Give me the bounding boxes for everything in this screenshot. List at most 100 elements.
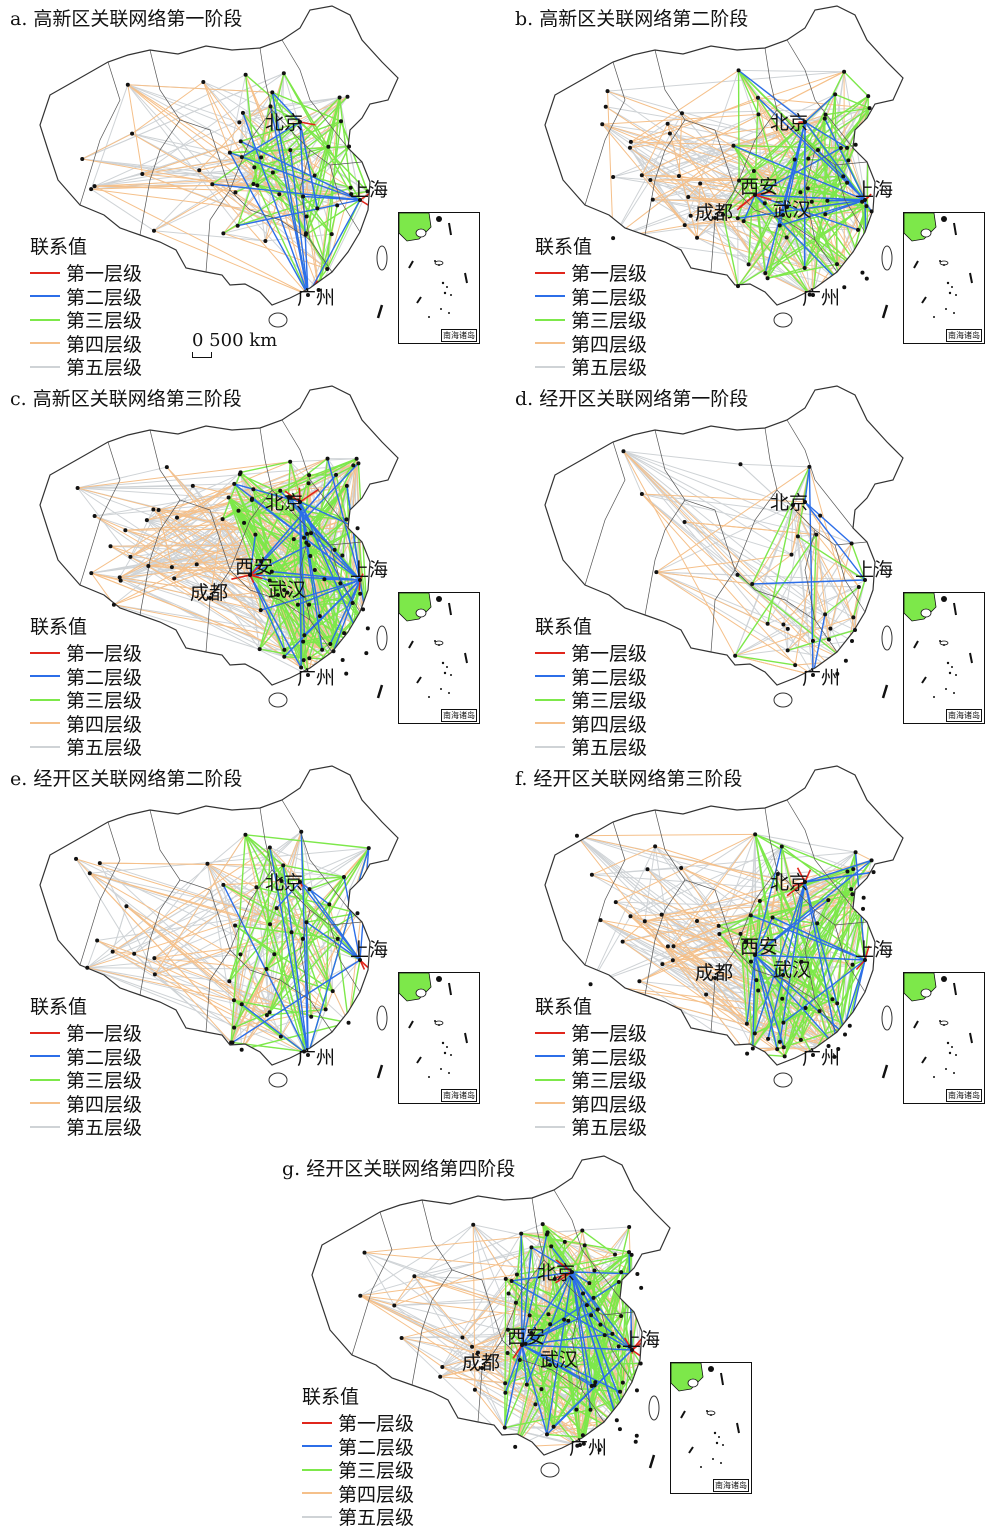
city-node bbox=[639, 1361, 643, 1365]
city-node bbox=[239, 139, 243, 143]
city-node bbox=[835, 1001, 839, 1005]
city-node bbox=[627, 1225, 631, 1229]
legend-item: 第三层级 bbox=[30, 688, 142, 712]
city-node bbox=[236, 224, 240, 228]
hainan-island bbox=[541, 1463, 559, 1477]
city-node bbox=[545, 1432, 549, 1436]
legend-item: 第三层级 bbox=[535, 688, 647, 712]
scale-bar-label: 0 500 km bbox=[192, 330, 277, 351]
legend-swatch bbox=[535, 295, 565, 297]
legend-swatch bbox=[30, 699, 60, 701]
city-node bbox=[798, 190, 802, 194]
city-node bbox=[128, 555, 132, 559]
city-node bbox=[305, 214, 309, 218]
city-node bbox=[513, 1445, 517, 1449]
legend-swatch bbox=[302, 1422, 332, 1424]
city-node bbox=[242, 521, 246, 525]
city-node bbox=[621, 449, 625, 453]
city-node bbox=[74, 857, 78, 861]
legend-swatch bbox=[535, 319, 565, 321]
city-node bbox=[460, 1336, 464, 1340]
legend-swatch bbox=[30, 1126, 60, 1128]
city-node bbox=[240, 1002, 244, 1006]
city-node bbox=[736, 573, 740, 577]
city-node bbox=[281, 863, 285, 867]
city-node bbox=[503, 1381, 507, 1385]
panel-title: c. 高新区关联网络第三阶段 bbox=[10, 384, 242, 411]
legend-item: 第二层级 bbox=[535, 1045, 647, 1069]
city-node bbox=[351, 463, 355, 467]
hainan-island bbox=[774, 313, 792, 327]
city-node bbox=[351, 601, 355, 605]
boundary-dash bbox=[650, 1455, 654, 1468]
city-node bbox=[232, 482, 236, 486]
city-node bbox=[355, 457, 359, 461]
city-node bbox=[332, 649, 336, 653]
city-node bbox=[243, 833, 247, 837]
city-node bbox=[629, 140, 633, 144]
taiwan-island bbox=[377, 626, 387, 650]
city-node bbox=[175, 516, 179, 520]
legend-swatch bbox=[30, 652, 60, 654]
city-node bbox=[592, 1268, 596, 1272]
city-node bbox=[339, 119, 343, 123]
city-node bbox=[313, 568, 317, 572]
city-node bbox=[232, 998, 236, 1002]
city-label: 上海 bbox=[350, 555, 388, 582]
city-label: 成都 bbox=[190, 578, 228, 605]
city-node bbox=[330, 232, 334, 236]
city-node bbox=[438, 1375, 442, 1379]
city-node bbox=[268, 922, 272, 926]
city-label: 武汉 bbox=[268, 575, 306, 602]
city-node bbox=[619, 1314, 623, 1318]
city-node bbox=[233, 190, 237, 194]
city-node bbox=[793, 663, 797, 667]
city-node bbox=[533, 1402, 537, 1406]
city-node bbox=[866, 94, 870, 98]
city-node bbox=[778, 223, 782, 227]
city-node bbox=[839, 146, 843, 150]
city-node bbox=[288, 460, 292, 464]
city-node bbox=[238, 472, 242, 476]
city-node bbox=[510, 1279, 514, 1283]
city-node bbox=[268, 1010, 272, 1014]
city-node bbox=[849, 887, 853, 891]
city-node bbox=[833, 92, 837, 96]
legend-item: 第四层级 bbox=[302, 1482, 414, 1506]
city-node bbox=[745, 1052, 749, 1056]
city-node bbox=[613, 1253, 617, 1257]
city-node bbox=[412, 1274, 416, 1278]
city-node bbox=[93, 184, 97, 188]
legend-title: 联系值 bbox=[535, 232, 647, 259]
legend-item: 第一层级 bbox=[535, 1021, 647, 1045]
city-node bbox=[660, 962, 664, 966]
city-node bbox=[541, 1222, 545, 1226]
city-node bbox=[717, 932, 721, 936]
city-node bbox=[364, 651, 368, 655]
city-node bbox=[252, 165, 256, 169]
city-node bbox=[671, 958, 675, 962]
city-node bbox=[619, 1270, 623, 1274]
city-node bbox=[756, 96, 760, 100]
city-node bbox=[546, 1312, 550, 1316]
legend-swatch bbox=[30, 319, 60, 321]
city-node bbox=[238, 952, 242, 956]
city-node bbox=[309, 531, 313, 535]
inset-caption: 南海诸岛 bbox=[713, 1479, 749, 1492]
city-node bbox=[575, 834, 579, 838]
legend-swatch bbox=[535, 722, 565, 724]
city-node bbox=[89, 571, 93, 575]
city-node bbox=[804, 1006, 808, 1010]
city-node bbox=[132, 952, 136, 956]
city-node bbox=[345, 95, 349, 99]
city-node bbox=[753, 1031, 757, 1035]
city-node bbox=[758, 899, 762, 903]
city-node bbox=[263, 239, 267, 243]
legend-swatch bbox=[30, 366, 60, 368]
city-node bbox=[304, 233, 308, 237]
city-node bbox=[89, 187, 93, 191]
city-node bbox=[549, 1244, 553, 1248]
city-node bbox=[841, 174, 845, 178]
city-node bbox=[628, 146, 632, 150]
city-node bbox=[854, 850, 858, 854]
